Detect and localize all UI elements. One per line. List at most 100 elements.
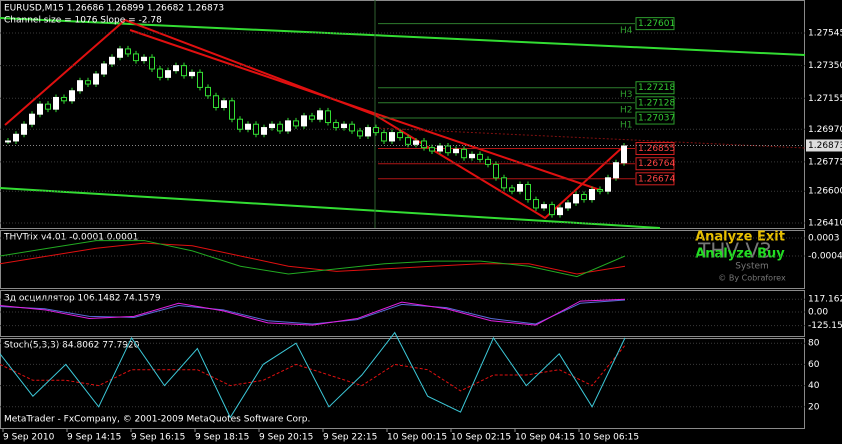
candle (21, 123, 27, 135)
candle (165, 70, 171, 78)
candle (189, 71, 195, 77)
osc-label: Зд осциллятор 106.1482 74.1579 (4, 294, 161, 304)
candle (477, 153, 483, 160)
level-name: H4 (620, 26, 633, 36)
y-tick-label: 80 (808, 339, 820, 349)
candle (181, 65, 187, 77)
y-tick-label: 1.27155 (808, 94, 842, 104)
candle (29, 113, 35, 125)
candle (125, 48, 131, 55)
candle (245, 123, 251, 130)
candle (277, 123, 283, 132)
candle (61, 96, 67, 102)
level-value: 1.26764 (638, 159, 675, 169)
candle (213, 95, 219, 108)
y-tick-label: 1.27545 (808, 29, 842, 39)
y-tick-label: 60 (808, 360, 820, 370)
candle (373, 127, 379, 134)
candle (341, 123, 347, 129)
candle (541, 204, 547, 209)
level-value: 1.27218 (638, 83, 675, 93)
candle (565, 202, 571, 209)
indicator-line (0, 240, 626, 278)
time-label: 9 Sep 16:15 (131, 433, 185, 443)
candle (237, 118, 243, 130)
candle (13, 133, 19, 142)
level-box (635, 96, 675, 110)
level-box (635, 172, 675, 186)
candle (389, 132, 395, 142)
time-label: 9 Sep 22:15 (323, 433, 377, 443)
level-value: 1.26674 (638, 174, 675, 184)
candle (5, 140, 11, 143)
candle (45, 103, 51, 110)
candle (261, 127, 267, 135)
candle (37, 103, 43, 115)
candle (573, 194, 579, 204)
candle (413, 140, 419, 145)
candle (301, 115, 307, 127)
current-price: 1.26873 (808, 141, 842, 151)
y-tick-label: 1.27350 (808, 61, 842, 71)
candle (461, 148, 467, 159)
candle (357, 130, 363, 137)
candle (549, 204, 555, 216)
level-value: 1.27037 (638, 114, 675, 124)
candle (621, 145, 627, 164)
header-channel: Channel size = 1076 Slope = -2.78 (4, 16, 162, 26)
candle (605, 177, 611, 192)
indicator-line (0, 331, 626, 419)
candle (397, 132, 403, 139)
time-label: 10 Sep 04:15 (515, 433, 575, 443)
y-tick-label: -125.1584 (808, 321, 842, 331)
y-tick-label: 1.26600 (808, 187, 842, 197)
candle (493, 163, 499, 179)
indicator-line (0, 298, 626, 326)
stoch-frame (0, 338, 805, 429)
time-label: 9 Sep 20:15 (259, 433, 313, 443)
candle (421, 140, 427, 149)
candle (365, 127, 371, 137)
candle (293, 120, 299, 127)
candle (581, 194, 587, 201)
candle (69, 90, 75, 102)
candle (557, 207, 563, 216)
candle (405, 137, 411, 145)
candle (285, 120, 291, 132)
candle (597, 189, 603, 192)
candle (53, 96, 59, 110)
candle (85, 80, 91, 85)
level-name: H3 (620, 90, 633, 100)
time-label: 10 Sep 02:15 (451, 433, 511, 443)
time-label: 9 Sep 14:15 (67, 433, 121, 443)
candle (101, 63, 107, 75)
level-box (635, 81, 675, 95)
y-tick-label: -0.0004 (808, 251, 842, 261)
candle (93, 73, 99, 85)
time-label: 10 Sep 00:15 (387, 433, 447, 443)
y-tick-label: 117.1622 (808, 295, 842, 305)
level-box (635, 17, 675, 31)
candle (141, 56, 147, 62)
level-name: H1 (620, 121, 633, 131)
candle (157, 68, 163, 78)
indicator-line (0, 345, 626, 392)
header-title: EURUSD,M15 1.26686 1.26899 1.26682 1.268… (4, 4, 224, 14)
candle (589, 189, 595, 201)
candle (77, 80, 83, 92)
candle (445, 145, 451, 154)
credit: © By Cobraforex (718, 274, 786, 283)
candle (109, 56, 115, 65)
level-value: 1.27128 (638, 98, 675, 108)
y-tick-label: 1.26775 (808, 157, 842, 167)
level-name: H2 (620, 105, 633, 115)
level-value: 1.27601 (638, 19, 675, 29)
level-box (635, 111, 675, 125)
stoch-label: Stoch(5,3,3) 84.8062 77.7920 (4, 341, 140, 351)
candle (501, 177, 507, 189)
candle (269, 123, 275, 129)
indicator-line (0, 242, 626, 275)
candle (173, 65, 179, 72)
